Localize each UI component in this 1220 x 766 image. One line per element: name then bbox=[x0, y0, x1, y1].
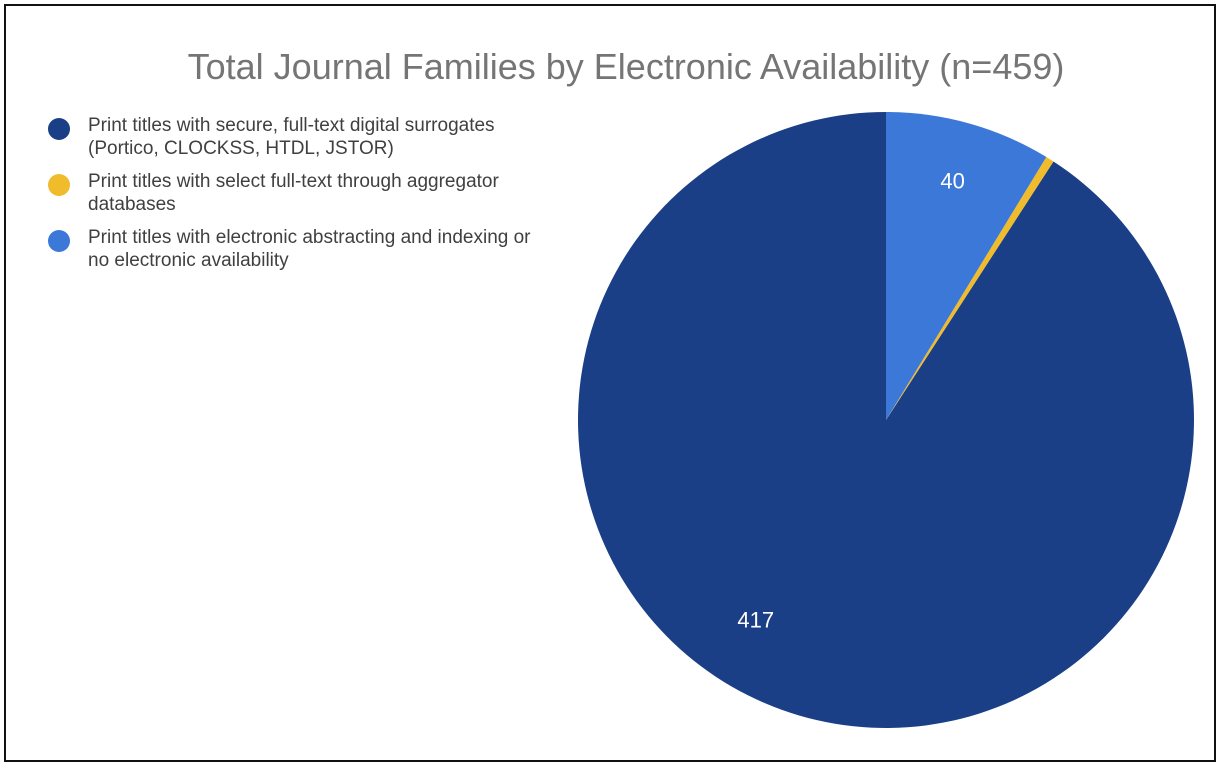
slice-data-label: 417 bbox=[737, 608, 774, 633]
chart-frame: Total Journal Families by Electronic Ava… bbox=[4, 4, 1216, 762]
slice-data-label: 40 bbox=[940, 169, 964, 194]
pie-chart: 417 40 bbox=[6, 6, 1214, 760]
